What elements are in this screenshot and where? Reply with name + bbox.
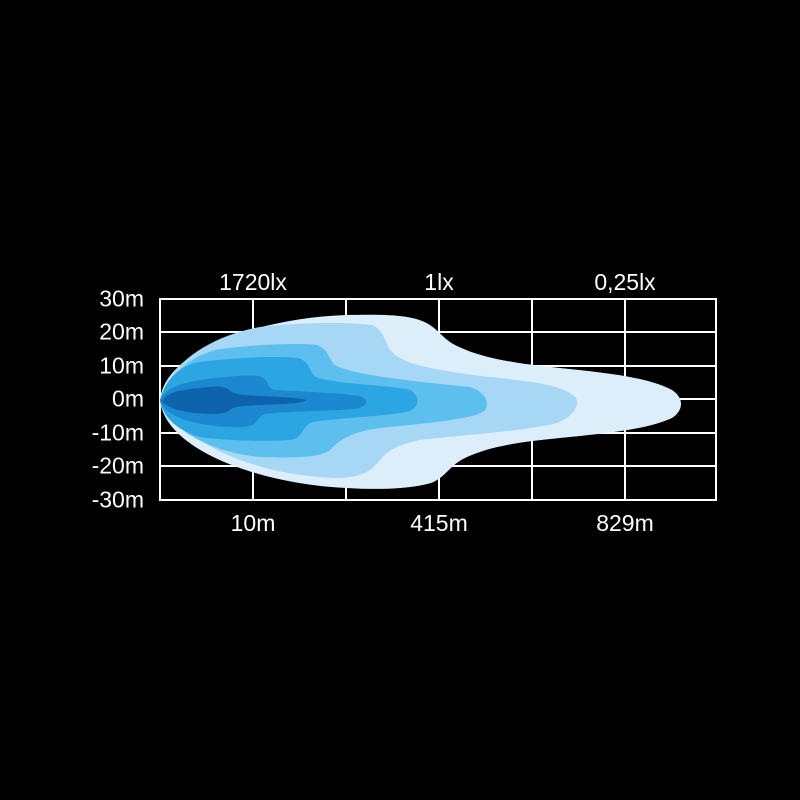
bottom-label-829m: 829m	[596, 510, 654, 536]
bottom-label-10m: 10m	[230, 510, 276, 536]
top-label-025lx: 0,25lx	[594, 269, 656, 295]
beam-zone-1720lx	[162, 386, 306, 414]
y-label-minus20m: -20m	[91, 452, 144, 479]
y-label-10m: 10m	[99, 352, 144, 379]
top-label-1lx: 1lx	[424, 269, 454, 295]
y-label-minus10m: -10m	[91, 419, 144, 446]
y-label-0m: 0m	[112, 385, 144, 412]
y-label-minus30m: -30m	[91, 486, 144, 513]
y-label-20m: 20m	[99, 318, 144, 345]
top-label-1720lx: 1720lx	[219, 269, 287, 295]
bottom-label-415m: 415m	[410, 510, 468, 536]
y-label-30m: 30m	[99, 285, 144, 312]
